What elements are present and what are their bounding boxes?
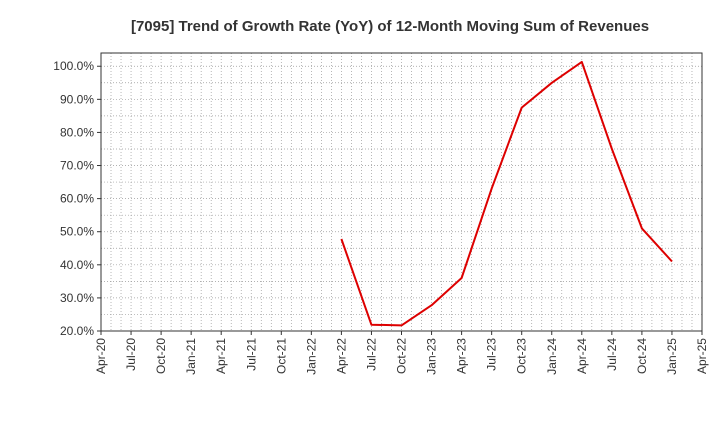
x-tick-label: Jul-20 — [124, 338, 138, 371]
x-tick-label: Apr-23 — [455, 338, 469, 374]
grid-lines — [101, 53, 702, 331]
x-tick-label: Oct-24 — [635, 338, 649, 374]
x-tick-label: Apr-20 — [94, 338, 108, 374]
y-tick-label: 50.0% — [60, 225, 94, 239]
series-layer — [340, 60, 673, 327]
y-tick-label: 60.0% — [60, 192, 94, 206]
plot-area-frame — [100, 52, 703, 332]
x-tick-label: Oct-21 — [274, 338, 288, 374]
y-tick-label: 20.0% — [60, 324, 94, 338]
y-tick-label: 90.0% — [60, 92, 94, 106]
x-tick-label: Jan-21 — [184, 338, 198, 375]
x-tick-label: Oct-22 — [395, 338, 409, 374]
x-axis-ticks: Apr-20 Jul-20 Oct-20 Jan-21 Apr-21 Jul-21 Oct-… — [94, 331, 709, 375]
x-tick-label: Apr-21 — [214, 338, 228, 374]
x-tick-label: Jul-21 — [244, 338, 258, 371]
chart-title: [7095] Trend of Growth Rate (YoY) of 12-… — [131, 18, 649, 35]
x-tick-label: Apr-22 — [334, 338, 348, 374]
y-tick-label: 80.0% — [60, 125, 94, 139]
x-tick-label: Apr-24 — [575, 338, 589, 374]
x-tick-label: Oct-20 — [154, 338, 168, 374]
x-tick-label: Jul-22 — [364, 338, 378, 371]
x-tick-label: Jul-24 — [605, 338, 619, 371]
y-tick-label: 30.0% — [60, 291, 94, 305]
y-axis-ticks: 20.0% 30.0% 40.0% 50.0% 60.0% 70.0% 80.0% 90.0%… — [53, 59, 101, 338]
y-tick-label: 100.0% — [53, 59, 94, 73]
x-tick-label: Jan-24 — [545, 338, 559, 375]
x-tick-label: Jan-25 — [665, 338, 679, 375]
x-tick-label: Jan-23 — [425, 338, 439, 375]
x-tick-label: Jan-22 — [304, 338, 318, 375]
y-tick-label: 40.0% — [60, 258, 94, 272]
series-line — [340, 60, 673, 327]
x-tick-label: Apr-25 — [695, 338, 709, 374]
x-tick-label: Jul-23 — [485, 338, 499, 371]
y-tick-label: 70.0% — [60, 159, 94, 173]
x-tick-label: Oct-23 — [515, 338, 529, 374]
